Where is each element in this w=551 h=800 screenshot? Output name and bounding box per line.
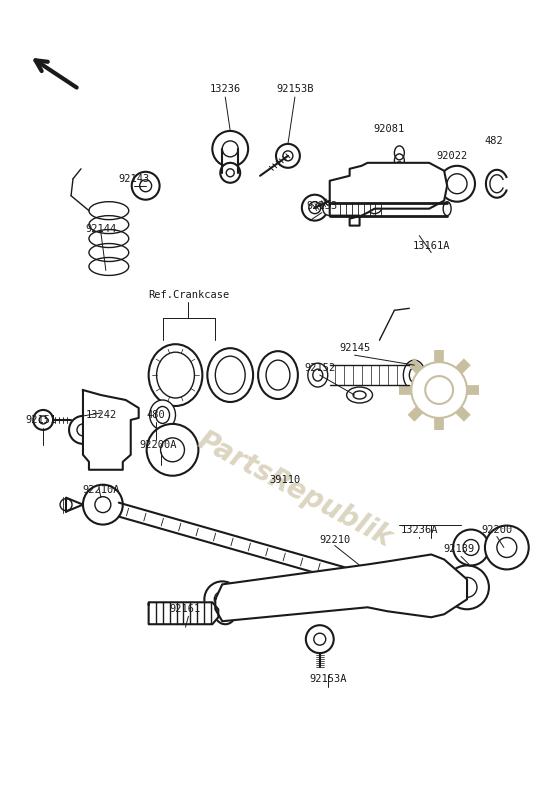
Circle shape: [306, 626, 334, 653]
Text: 92143: 92143: [118, 174, 149, 184]
Text: Ref.Crankcase: Ref.Crankcase: [148, 290, 229, 300]
Circle shape: [302, 194, 328, 221]
Circle shape: [33, 410, 53, 430]
Circle shape: [215, 604, 235, 624]
Circle shape: [83, 485, 123, 525]
Circle shape: [101, 410, 117, 426]
Text: 92200: 92200: [481, 525, 512, 534]
Text: 39110: 39110: [269, 474, 301, 485]
Text: 92139: 92139: [444, 545, 475, 554]
Text: 13236A: 13236A: [401, 525, 438, 534]
Ellipse shape: [353, 391, 366, 399]
Text: 13236: 13236: [209, 84, 241, 94]
Text: 92081: 92081: [374, 124, 405, 134]
Ellipse shape: [403, 360, 425, 390]
Text: 92145: 92145: [339, 343, 370, 353]
Ellipse shape: [379, 576, 420, 589]
Ellipse shape: [266, 360, 290, 390]
Text: 92022: 92022: [436, 151, 468, 161]
Circle shape: [386, 578, 413, 606]
Ellipse shape: [207, 348, 253, 402]
Circle shape: [204, 582, 240, 618]
Text: 92153: 92153: [306, 201, 337, 210]
Ellipse shape: [156, 352, 195, 398]
Circle shape: [160, 438, 185, 462]
Text: 92153B: 92153B: [276, 84, 314, 94]
Ellipse shape: [308, 363, 328, 387]
Text: 92200A: 92200A: [140, 440, 177, 450]
Circle shape: [101, 442, 117, 458]
Text: PartsRepublik: PartsRepublik: [193, 426, 397, 553]
Text: 92153A: 92153A: [309, 674, 347, 684]
Ellipse shape: [313, 369, 323, 381]
Text: 92210: 92210: [319, 534, 350, 545]
Circle shape: [366, 198, 382, 214]
Circle shape: [69, 416, 97, 444]
Text: 92144: 92144: [85, 223, 116, 234]
Ellipse shape: [150, 400, 176, 430]
Ellipse shape: [215, 356, 245, 394]
Circle shape: [445, 566, 489, 610]
Ellipse shape: [439, 166, 475, 202]
Circle shape: [425, 376, 453, 404]
Ellipse shape: [447, 174, 467, 194]
Circle shape: [212, 131, 248, 167]
Polygon shape: [215, 554, 467, 622]
Circle shape: [453, 530, 489, 566]
Text: 482: 482: [484, 136, 503, 146]
Ellipse shape: [443, 202, 451, 216]
Polygon shape: [149, 602, 218, 624]
Text: 92161: 92161: [170, 604, 201, 614]
Circle shape: [220, 163, 240, 182]
Text: 92210A: 92210A: [82, 485, 120, 494]
Circle shape: [363, 174, 386, 198]
Ellipse shape: [298, 578, 377, 596]
Ellipse shape: [149, 344, 202, 406]
Text: 92152: 92152: [304, 363, 336, 373]
Circle shape: [132, 172, 160, 200]
Ellipse shape: [155, 406, 170, 423]
Circle shape: [276, 144, 300, 168]
Ellipse shape: [323, 202, 337, 216]
Polygon shape: [329, 163, 447, 226]
Text: 92151: 92151: [25, 415, 57, 425]
Circle shape: [411, 362, 467, 418]
Text: 13161A: 13161A: [413, 241, 450, 250]
Ellipse shape: [258, 351, 298, 399]
Circle shape: [147, 424, 198, 476]
Text: 480: 480: [146, 410, 165, 420]
Ellipse shape: [409, 368, 419, 382]
Ellipse shape: [347, 387, 372, 403]
Circle shape: [485, 526, 529, 570]
Polygon shape: [83, 390, 139, 470]
Text: 13242: 13242: [85, 410, 116, 420]
